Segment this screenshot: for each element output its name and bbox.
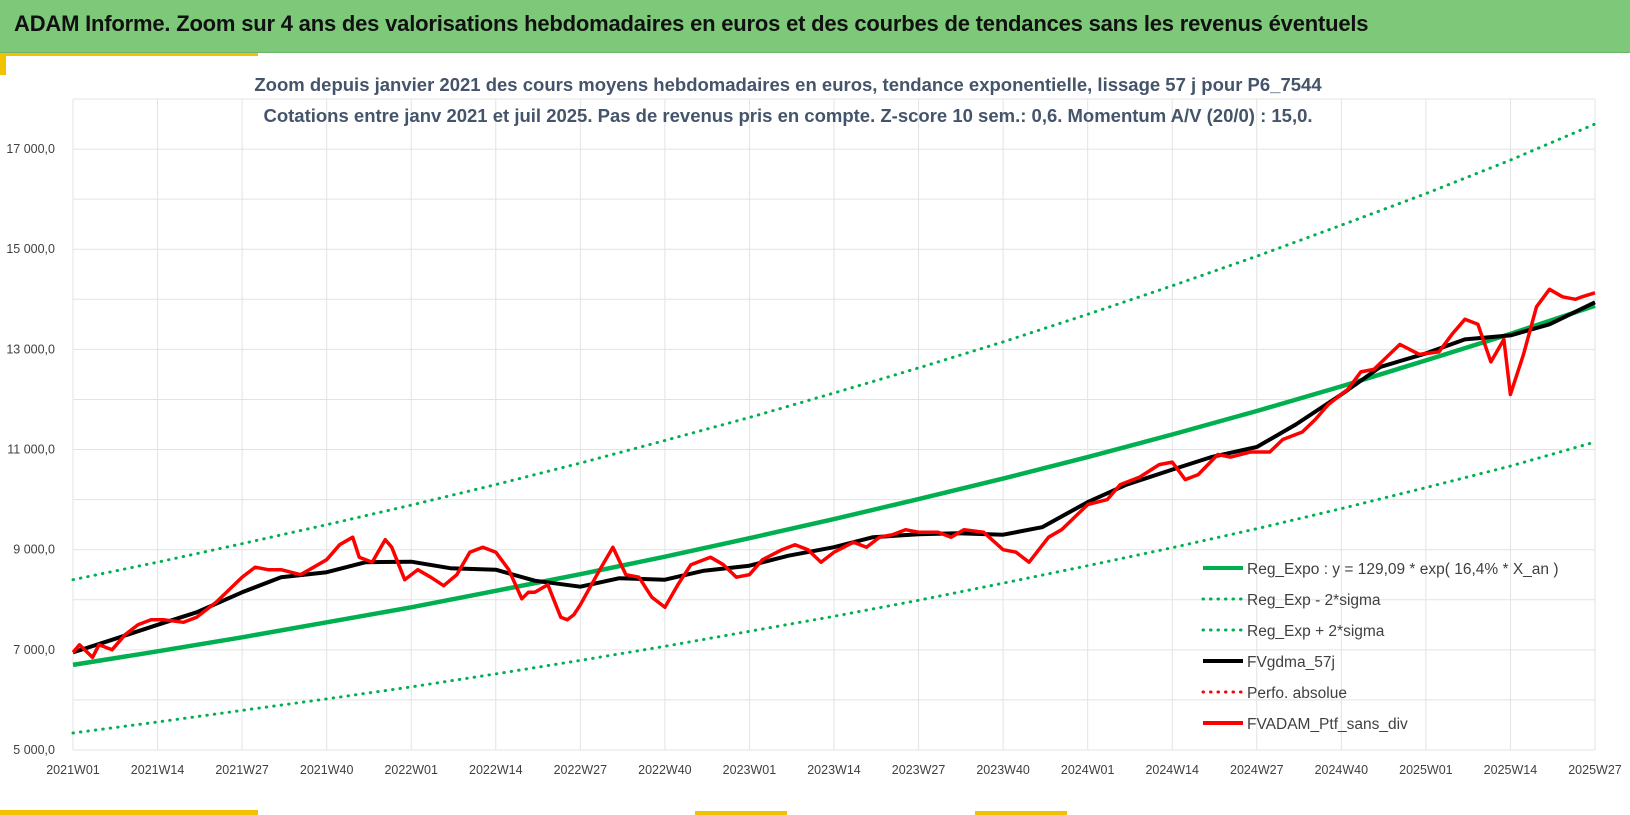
series-line-0 [72, 303, 1596, 668]
y-tick-label: 7 000,0 [13, 643, 55, 657]
legend-label-4: Perfo. absolue [1247, 685, 1347, 702]
series-line-5 [71, 287, 1596, 660]
accent-bar-left [0, 53, 6, 75]
x-tick-label: 2022W27 [554, 763, 608, 777]
x-tick-label: 2021W27 [215, 763, 269, 777]
y-tick-label: 5 000,0 [13, 743, 55, 757]
x-tick-label: 2024W40 [1315, 763, 1369, 777]
chart-series [71, 122, 1597, 735]
x-tick-label: 2025W14 [1484, 763, 1538, 777]
x-tick-label: 2024W14 [1145, 763, 1199, 777]
x-tick-label: 2025W27 [1568, 763, 1622, 777]
legend-label-5: FVADAM_Ptf_sans_div [1247, 716, 1408, 733]
x-tick-label: 2022W14 [469, 763, 523, 777]
x-tick-label: 2023W01 [723, 763, 777, 777]
accent-bar-bottom-mid [695, 811, 787, 815]
y-tick-label: 15 000,0 [6, 242, 55, 256]
legend-label-3: FVgdma_57j [1247, 654, 1335, 671]
x-tick-label: 2022W40 [638, 763, 692, 777]
chart-title: Zoom depuis janvier 2021 des cours moyen… [254, 74, 1322, 95]
y-tick-label: 11 000,0 [7, 443, 55, 457]
x-tick-label: 2025W01 [1399, 763, 1453, 777]
legend-label-0: Reg_Expo : y = 129,09 * exp( 16,4% * X_a… [1247, 561, 1559, 578]
y-tick-label: 13 000,0 [6, 342, 55, 356]
accent-bar-bottom-right [975, 811, 1067, 815]
x-tick-label: 2023W14 [807, 763, 861, 777]
series-line-1 [71, 440, 1597, 735]
legend-label-2: Reg_Exp + 2*sigma [1247, 623, 1385, 640]
x-tick-label: 2021W01 [46, 763, 100, 777]
y-tick-label: 17 000,0 [6, 142, 55, 156]
legend-label-1: Reg_Exp - 2*sigma [1247, 592, 1381, 609]
x-tick-label: 2024W01 [1061, 763, 1115, 777]
x-tick-label: 2023W27 [892, 763, 946, 777]
x-tick-label: 2021W14 [131, 763, 185, 777]
chart-grid [72, 98, 1596, 751]
x-tick-label: 2023W40 [976, 763, 1030, 777]
y-tick-label: 9 000,0 [13, 543, 55, 557]
x-tick-label: 2024W27 [1230, 763, 1284, 777]
chart-legend: Reg_Expo : y = 129,09 * exp( 16,4% * X_a… [1201, 561, 1559, 733]
page-title: ADAM Informe. Zoom sur 4 ans des valoris… [14, 11, 1369, 36]
chart-axes: 5 000,0 7 000,0 9 000,0 11 000,0 13 000,0 15 … [6, 142, 1621, 777]
accent-bar-top [6, 53, 258, 56]
chart-subtitle: Cotations entre janv 2021 et juil 2025. … [263, 105, 1312, 126]
x-tick-label: 2021W40 [300, 763, 354, 777]
header-banner: ADAM Informe. Zoom sur 4 ans des valoris… [0, 0, 1630, 53]
accent-bar-bottom-left [0, 810, 258, 815]
x-tick-label: 2022W01 [384, 763, 438, 777]
